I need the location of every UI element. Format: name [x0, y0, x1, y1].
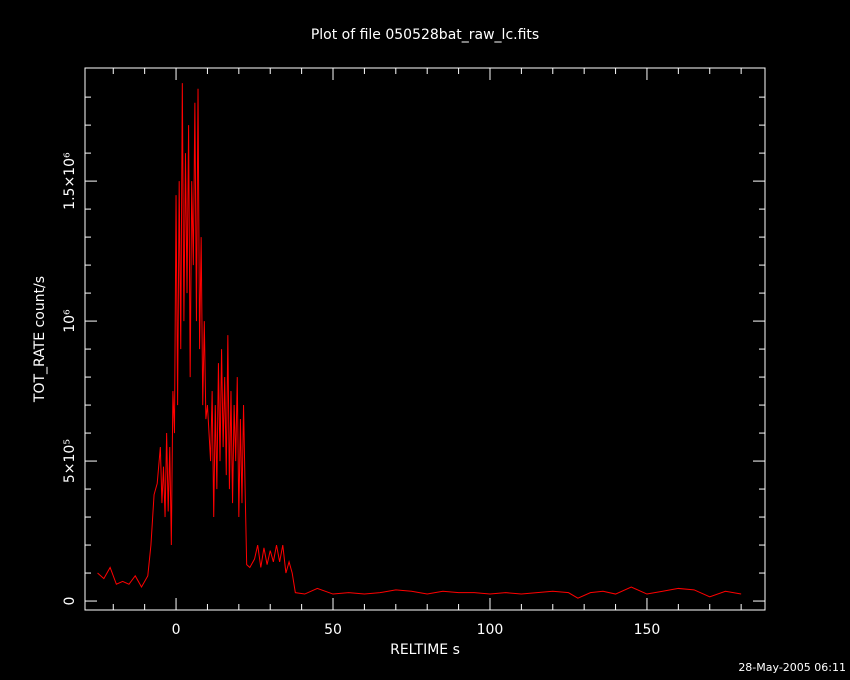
chart-title: Plot of file 050528bat_raw_lc.fits	[311, 27, 539, 43]
plot-frame	[84, 67, 766, 611]
light-curve	[97, 83, 742, 599]
y-tick-label: 0	[62, 597, 78, 606]
y-tick-label: 1.5×10⁶	[62, 152, 78, 210]
x-tick-label: 100	[477, 622, 504, 638]
x-axis-label: RELTIME s	[390, 642, 460, 658]
x-tick-label: 50	[324, 622, 342, 638]
y-axis-label: TOT_RATE count/s	[32, 276, 48, 403]
timestamp: 28-May-2005 06:11	[738, 661, 846, 674]
x-tick-label: 0	[172, 622, 181, 638]
x-tick-label: 150	[634, 622, 661, 638]
y-tick-label: 5×10⁵	[62, 439, 78, 483]
y-tick-label: 10⁶	[62, 309, 78, 333]
